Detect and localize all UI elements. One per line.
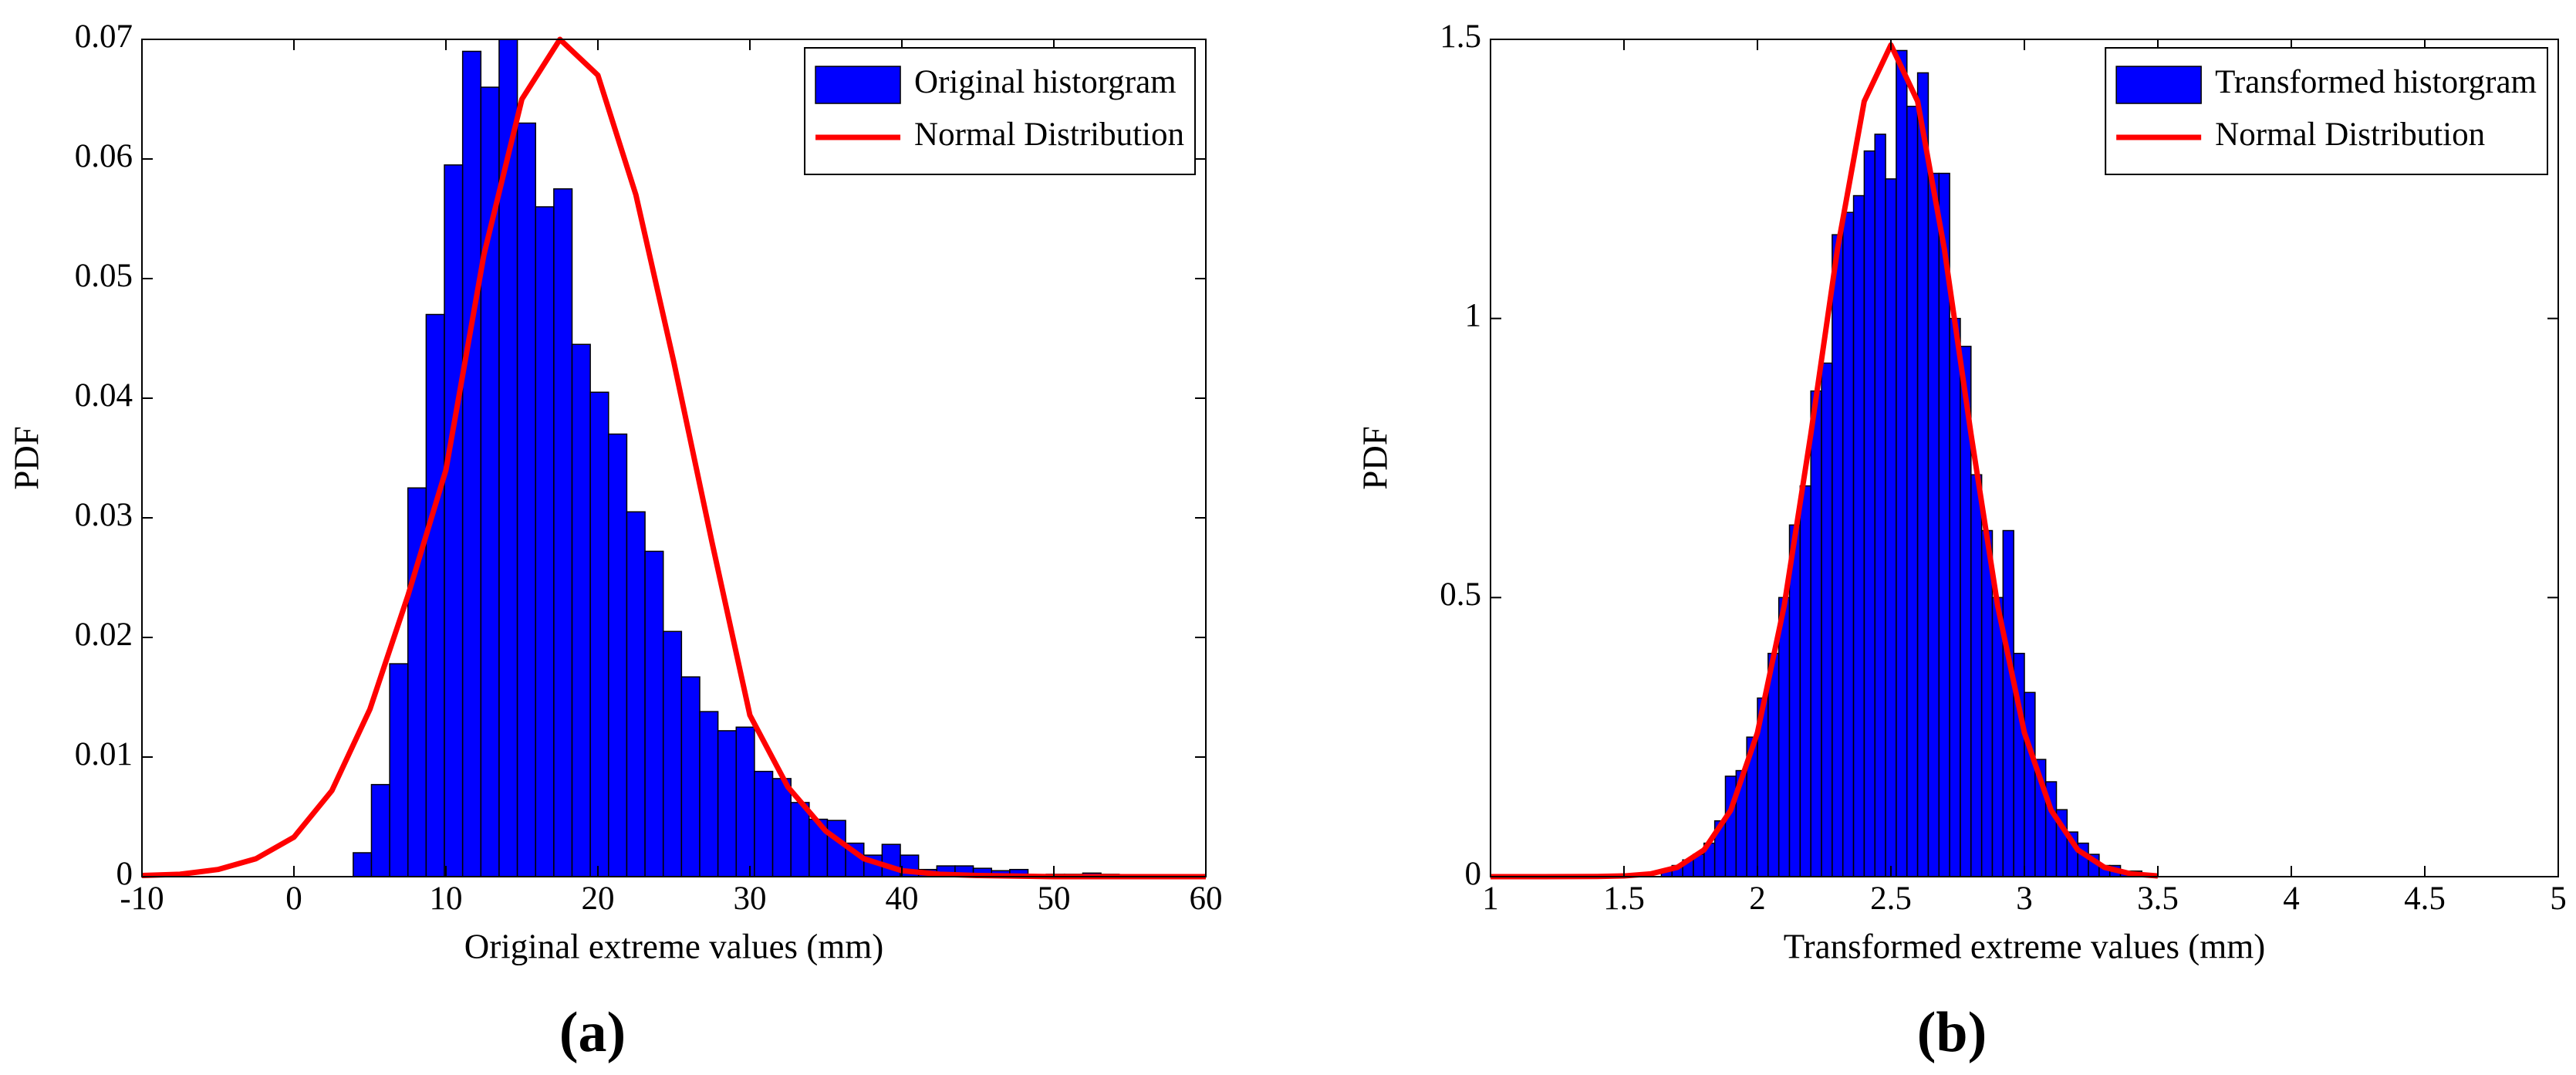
histogram-bar: [735, 726, 755, 877]
histogram-bar: [2024, 691, 2036, 877]
histogram-bar: [2002, 529, 2014, 877]
y-tick-label: 0.05: [75, 258, 133, 294]
y-tick-label: 0.04: [75, 377, 133, 414]
x-tick-label: 4.5: [2404, 881, 2446, 917]
histogram-bar: [1949, 317, 1961, 877]
histogram-bar: [662, 630, 683, 877]
histogram-bar: [1885, 178, 1897, 877]
panel: -10 0 10 20 30 40 50 6000.010.020.030.040.050.0…: [7, 19, 1222, 1064]
histogram-bar: [571, 343, 591, 877]
y-tick-label: 1.5: [1440, 19, 1481, 55]
x-tick-label: 40: [886, 881, 919, 917]
x-tick-label: 2: [1749, 881, 1766, 917]
x-tick-label: 30: [734, 881, 767, 917]
histogram-bar: [608, 433, 628, 877]
histogram-bar: [754, 770, 774, 877]
histogram-bar: [1906, 106, 1919, 877]
y-tick-label: 0.01: [75, 736, 133, 772]
histogram-bar: [589, 391, 609, 877]
histogram-bar: [353, 852, 373, 877]
histogram-bar: [1874, 134, 1886, 877]
x-tick-label: 50: [1038, 881, 1071, 917]
histogram-bar: [626, 511, 646, 877]
y-tick-label: 0: [116, 856, 133, 892]
histogram-bar: [1799, 485, 1811, 877]
legend-swatch: [2115, 66, 2202, 104]
histogram-bar: [553, 188, 573, 877]
histogram-bar: [1810, 390, 1822, 877]
histogram-bar: [1980, 529, 1994, 877]
histogram-bar: [370, 783, 390, 877]
legend-swatch: [815, 66, 901, 104]
y-tick-label: 1: [1465, 298, 1482, 334]
histogram-bar: [1842, 211, 1855, 877]
x-tick-label: -10: [120, 881, 164, 917]
y-tick-label: 0: [1465, 856, 1482, 892]
normal-curve: [141, 36, 1206, 880]
legend-label: Normal Distribution: [2215, 117, 2485, 153]
x-tick-label: 3.5: [2137, 881, 2179, 917]
y-tick-label: 0.06: [75, 138, 133, 174]
x-tick-label: 20: [582, 881, 615, 917]
histogram-bar: [826, 820, 846, 877]
x-tick-label: 10: [430, 881, 463, 917]
legend-label: Original historgram: [914, 64, 1177, 100]
legend: Original historgram Normal Distribution: [804, 47, 1196, 175]
histogram-bar: [1927, 172, 1940, 877]
histogram-bar: [516, 122, 536, 877]
panel-label: (b): [1917, 1001, 1987, 1064]
histogram-bar: [1991, 597, 2004, 877]
histogram-bar: [1852, 194, 1865, 877]
panel-label: (a): [559, 1001, 626, 1064]
histogram-bar: [425, 313, 445, 877]
histogram-bar: [389, 663, 409, 877]
legend-label: Normal Distribution: [914, 117, 1184, 153]
histogram-bar: [1916, 72, 1929, 877]
x-tick-label: 4: [2283, 881, 2300, 917]
legend: Transformed historgram Normal Distributio…: [2105, 47, 2548, 175]
histogram-bar: [680, 676, 701, 877]
x-tick-label: 1: [1482, 881, 1499, 917]
x-tick-label: 3: [2016, 881, 2033, 917]
histogram-bar: [1896, 49, 1908, 877]
x-tick-label: 60: [1190, 881, 1223, 917]
y-tick-label: 0.5: [1440, 576, 1481, 613]
histogram-bar: [1970, 474, 1983, 877]
x-tick-label: 1.5: [1603, 881, 1645, 917]
histogram-bar: [461, 50, 482, 877]
y-tick-label: 0.03: [75, 497, 133, 533]
y-tick-label: 0.07: [75, 19, 133, 55]
histogram-bar: [644, 550, 664, 877]
y-axis-label: PDF: [7, 426, 46, 490]
x-tick-label: 2.5: [1870, 881, 1912, 917]
x-axis-label: Transformed extreme values (mm): [1784, 927, 2265, 965]
histogram-bar: [535, 206, 555, 877]
histogram-bar: [1832, 234, 1844, 877]
legend-label: Transformed historgram: [2215, 64, 2537, 100]
panel: 1 1.5 2 2.5 3 3.5 4 4.5 5 0 0.5 1 1.5 Transformed ext…: [1356, 19, 2566, 1064]
x-tick-label: 5: [2550, 881, 2567, 917]
y-axis-label: PDF: [1356, 426, 1394, 490]
histogram-bar: [699, 711, 719, 877]
histogram-bar: [1821, 362, 1833, 877]
histogram-bar: [1863, 150, 1875, 877]
x-tick-label: 0: [285, 881, 302, 917]
x-axis-label: Original extreme values (mm): [464, 927, 884, 965]
histogram-bar: [717, 730, 738, 877]
histogram-bar: [444, 164, 464, 877]
histogram-bar: [1778, 597, 1791, 877]
histogram-bar: [771, 778, 792, 877]
axes-box: [141, 39, 1207, 877]
histogram-bar: [790, 802, 810, 877]
y-tick-label: 0.02: [75, 617, 133, 653]
